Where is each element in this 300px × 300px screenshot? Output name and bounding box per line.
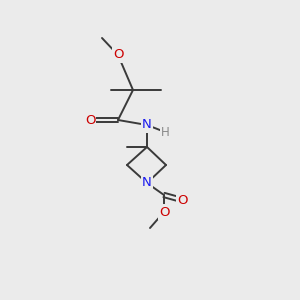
Text: O: O bbox=[177, 194, 187, 206]
Text: O: O bbox=[113, 49, 123, 62]
Text: O: O bbox=[159, 206, 169, 218]
Text: H: H bbox=[160, 125, 169, 139]
Text: N: N bbox=[142, 118, 152, 131]
Text: N: N bbox=[142, 176, 152, 190]
Text: O: O bbox=[85, 113, 95, 127]
